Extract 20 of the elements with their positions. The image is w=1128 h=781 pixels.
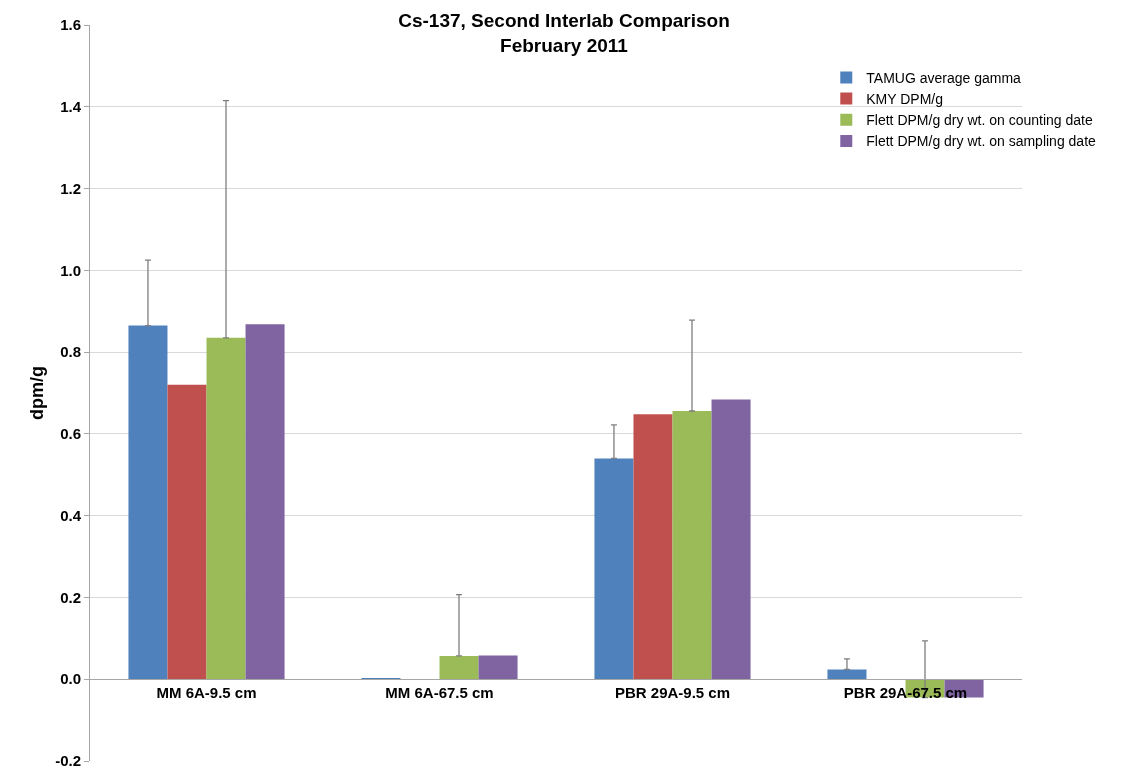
y-tick-label: 0.0 — [60, 670, 81, 688]
y-tick-label: 0.8 — [60, 343, 81, 361]
text: February 2011 — [500, 35, 629, 57]
y-tick-label: 1.0 — [60, 261, 81, 279]
legend-label: Flett DPM/g dry wt. on counting date — [866, 112, 1093, 129]
y-axis-title: dpm/g — [27, 366, 48, 420]
y-tick-label: 1.4 — [60, 98, 82, 116]
x-tick-label: PBR 29A-9.5 cm — [614, 684, 731, 702]
legend-label: KMY DPM/g — [866, 91, 944, 108]
legend-label: TAMUG average gamma — [866, 69, 1022, 86]
y-tick-label: 0.2 — [60, 588, 81, 606]
y-tick-label: 0.4 — [60, 506, 82, 524]
y-tick-label: 0.6 — [60, 425, 81, 443]
y-tick-label: -0.2 — [55, 752, 81, 770]
legend-label: Flett DPM/g dry wt. on sampling date — [866, 133, 1097, 150]
y-tick-label: 1.2 — [60, 179, 81, 197]
y-tick-label: 1.6 — [60, 16, 81, 34]
x-tick-label: MM 6A-9.5 cm — [156, 684, 257, 702]
x-tick-label: MM 6A-67.5 cm — [385, 684, 494, 702]
chart-title: Cs-137, Second Interlab Comparison — [398, 10, 730, 32]
